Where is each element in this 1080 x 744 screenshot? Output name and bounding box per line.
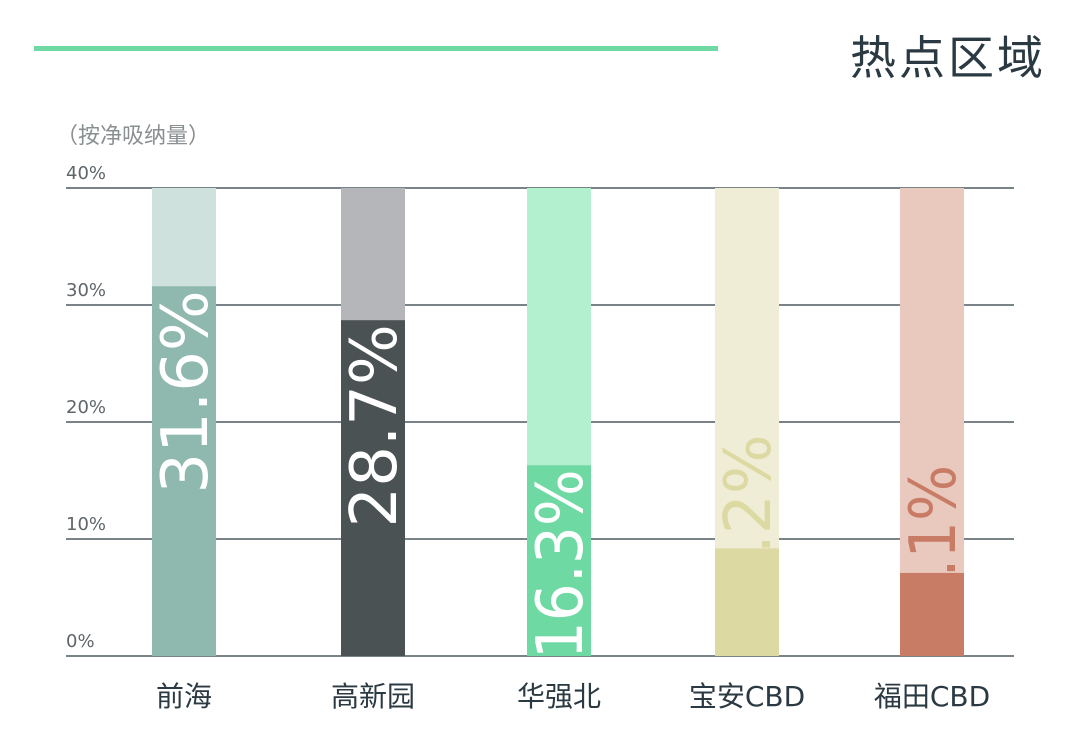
y-tick-labels: 0% 10% 20% 30% 40% (66, 163, 106, 652)
value-label: 9.2% (712, 434, 786, 594)
x-category-labels: 前海 高新园 华强北 宝安CBD 福田CBD (156, 680, 990, 713)
bar (715, 548, 779, 656)
x-category-label: 华强北 (517, 680, 601, 713)
bars (152, 286, 964, 656)
bar (152, 286, 216, 656)
chart-title: 热点区域 (850, 31, 1046, 85)
y-tick-label: 20% (66, 397, 106, 418)
value-labels: 31.6% 28.7% 16.3% 9.2% 7.1% (149, 290, 971, 659)
x-category-label: 前海 (156, 680, 212, 713)
y-tick-label: 30% (66, 280, 106, 301)
y-tick-label: 40% (66, 163, 106, 184)
value-label: 28.7% (338, 324, 412, 527)
bar (900, 572, 964, 656)
x-category-label: 高新园 (331, 680, 415, 713)
x-category-label: 福田CBD (874, 680, 990, 713)
value-label: 31.6% (149, 290, 223, 493)
y-tick-label: 10% (66, 514, 106, 535)
y-axis-label: （按净吸纳量） (56, 124, 210, 149)
value-label: 7.1% (897, 465, 971, 615)
bar (527, 465, 591, 656)
x-category-label: 宝安CBD (689, 680, 805, 713)
header-accent-line (34, 46, 718, 51)
y-tick-label: 0% (66, 631, 95, 652)
bar (341, 320, 405, 656)
value-label: 16.3% (524, 469, 598, 659)
